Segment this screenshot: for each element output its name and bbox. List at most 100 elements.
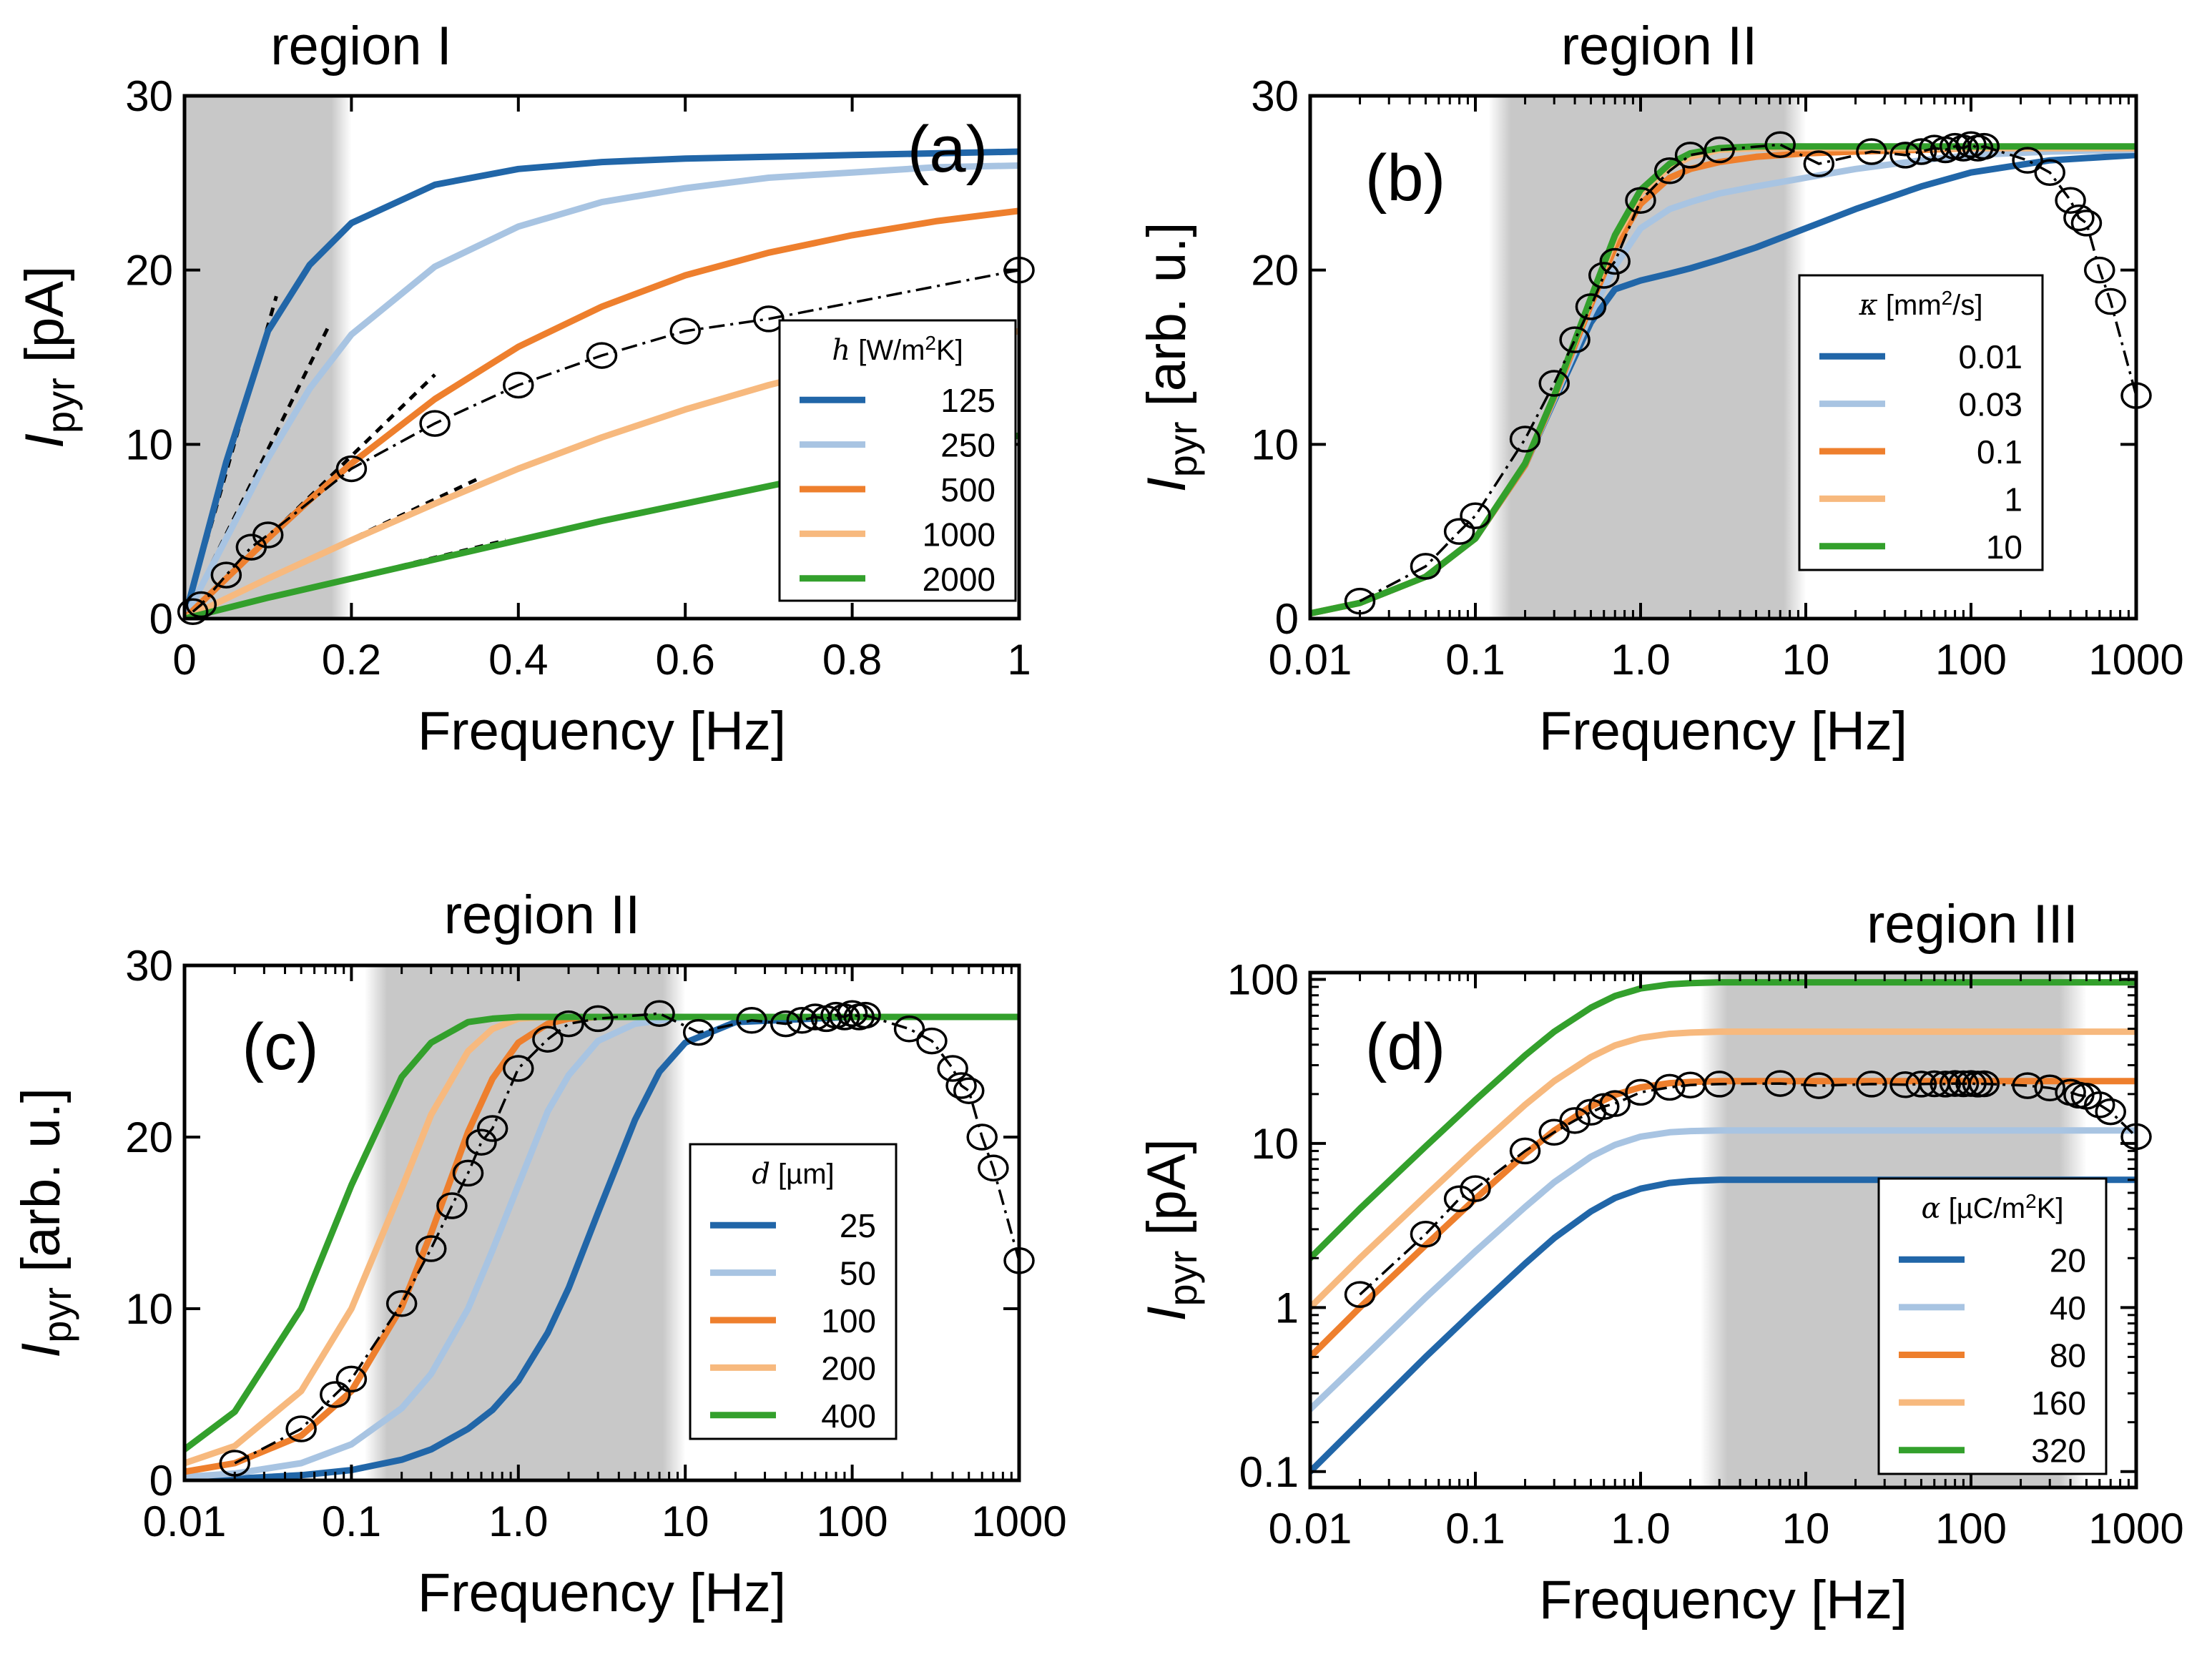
panel-d-series-80 — [1310, 1078, 2136, 1360]
panel-b-experimental-point — [1653, 157, 1686, 185]
panel-a-ytick-label: 20 — [125, 247, 173, 295]
panel-c-ytick-label: 20 — [125, 1113, 173, 1161]
panel-b-experimental-point — [1588, 262, 1620, 289]
panel-b-ylabel-subscript: pyr — [1160, 421, 1205, 477]
panel-d-experimental-point — [2012, 1072, 2043, 1099]
panel-d-ytick-label: 1 — [1275, 1284, 1299, 1332]
panel-a-data-layer — [177, 96, 1035, 626]
panel-c-legend-box — [689, 1143, 898, 1440]
panel-c-experimental-point — [945, 1072, 977, 1099]
panel-b-ytick-label: 0 — [1275, 595, 1299, 643]
panel-b-xlabel: Frequency [Hz] — [1539, 701, 1907, 762]
panel-a-legend-label-1000: 1000 — [923, 516, 996, 553]
panel-c-xtick-label: 0.1 — [322, 1498, 381, 1545]
panel-c-experimental-point — [436, 1192, 468, 1219]
panel-c-label: (c) — [242, 1010, 318, 1083]
panel-c-experimental-point — [736, 1007, 767, 1034]
panel-b-legend-label-0.1: 0.1 — [1977, 433, 2022, 471]
panel-b-ticks: 0.01 0.1 1.0 10 100 1000 0 10 20 30 — [1251, 72, 2183, 684]
panel-c-experimental-point — [829, 1003, 860, 1031]
panel-c: 0.01 0.1 1.0 10 100 1000 0 10 20 30 region II (c)… — [11, 885, 1067, 1623]
panel-a-legend-label-250: 250 — [940, 427, 996, 464]
panel-a-frame — [182, 94, 1021, 621]
panel-a-series-500 — [185, 207, 1019, 619]
panel-d-experimental-point — [1443, 1185, 1475, 1213]
panel-b-experimental-point — [1704, 136, 1735, 164]
panel-c-experimental-point — [953, 1077, 985, 1104]
panel-c-experimental-point — [682, 1018, 714, 1046]
panel-a-legend-unit: [W/m — [850, 335, 925, 366]
panel-c-plot-area — [185, 965, 1019, 1480]
panel-c-xtick-label: 100 — [817, 1498, 888, 1545]
panel-c-region-title: region II — [444, 885, 641, 945]
panel-c-ylabel: Ipyr [arb. u.] — [11, 1088, 79, 1358]
panel-a-plot-area — [185, 96, 1019, 619]
panel-d-ytick-label: 100 — [1227, 955, 1299, 1003]
panel-d-legend-unit: [µC/m — [1941, 1193, 2026, 1224]
panel-a-ylabel-symbol: I — [14, 433, 75, 448]
panel-b-xtick-label: 1.0 — [1611, 636, 1670, 684]
panel-a-legend-label-2000: 2000 — [923, 561, 996, 598]
panel-c-experimental-point — [416, 1235, 447, 1262]
panel-a-xtick-label: 0.6 — [655, 636, 714, 684]
panel-d-xtick-label: 100 — [1935, 1505, 2007, 1553]
panel-b-experimental-point — [1947, 134, 1980, 162]
panel-b-experimental-point — [1460, 502, 1491, 529]
panel-b-legend-symbol: κ — [1859, 289, 1878, 322]
panel-b-experimental-point — [1764, 131, 1796, 158]
panel-b-legend-tail: /s] — [1952, 290, 1982, 321]
panel-d-experimental-point — [1344, 1281, 1376, 1308]
panel-a-legend-title: h [W/m2K] — [832, 332, 963, 367]
panel-b-data-layer — [1310, 96, 2152, 619]
panel-b-experimental-point — [1538, 370, 1570, 397]
panel-d-experimental-point — [1559, 1107, 1591, 1134]
panel-a-legend-sup: 2 — [925, 332, 936, 354]
panel-d-experimental-point — [1509, 1137, 1541, 1165]
panel-d-series-40 — [1310, 1127, 2136, 1412]
panel-d-series-160 — [1310, 1028, 2136, 1311]
panel-c-experimental-point — [770, 1010, 802, 1038]
panel-b-xtick-label: 0.01 — [1269, 636, 1352, 684]
panel-c-experimental-point — [850, 1001, 881, 1029]
panel-d-legend-symbol: α — [1922, 1192, 1941, 1225]
panel-c-experimental-point — [553, 1010, 584, 1038]
panel-d-xtick-label: 1.0 — [1611, 1505, 1670, 1553]
panel-a-experimental-point — [753, 305, 785, 333]
panel-d-ylabel-subscript: pyr — [1160, 1251, 1205, 1307]
panel-d-ylabel-unit: [pA] — [1136, 1139, 1197, 1250]
panel-a-xtick-label: 1 — [1007, 636, 1031, 684]
panel-c-shaded-region — [364, 965, 686, 1480]
panel-d-series-20 — [1310, 1176, 2136, 1475]
panel-b-legend-label-0.03: 0.03 — [1958, 386, 2022, 423]
panel-b-ytick-label: 20 — [1251, 247, 1299, 295]
panel-a-shaded-region — [185, 96, 352, 619]
panel-b-experimental-point — [1599, 247, 1631, 275]
panel-d-experimental-point — [1930, 1071, 1961, 1098]
panel-c-legend-label-25: 25 — [840, 1207, 876, 1244]
panel-b-region-title: region II — [1561, 16, 1758, 77]
panel-c-experimental-point — [916, 1027, 948, 1055]
panel-b-experimental-point — [1509, 426, 1541, 453]
panel-a-legend: h [W/m2K] 125 250 500 1000 2000 — [778, 319, 1017, 602]
panel-c-xlabel: Frequency [Hz] — [418, 1563, 786, 1623]
panel-a-ytick-label: 10 — [125, 421, 173, 468]
panel-c-experimental-point — [582, 1005, 614, 1033]
panel-b-experimental-point — [2063, 204, 2095, 232]
panel-c-legend-label-200: 200 — [821, 1349, 876, 1387]
panel-d-experimental-point — [1856, 1071, 1887, 1098]
panel-c-xtick-label: 10 — [662, 1498, 709, 1545]
panel-c-xtick-label: 1.0 — [488, 1498, 548, 1545]
panel-c-ytick-label: 30 — [125, 942, 173, 990]
panel-a-series-125 — [185, 148, 1019, 619]
panel-c-experimental-point — [978, 1154, 1009, 1181]
panel-c-experimental-point — [385, 1290, 418, 1317]
panel-a-experimental-point — [335, 455, 368, 483]
panel-d-experimental-point — [1653, 1073, 1686, 1101]
panel-b-experimental-point — [1443, 518, 1475, 545]
panel-b-experimental-point — [1803, 150, 1835, 177]
panel-c-experimental-point — [786, 1007, 818, 1034]
panel-b: 0.01 0.1 1.0 10 100 1000 0 10 20 30 region II (b)… — [1136, 16, 2184, 762]
panel-d-series-320 — [1310, 979, 2136, 1262]
